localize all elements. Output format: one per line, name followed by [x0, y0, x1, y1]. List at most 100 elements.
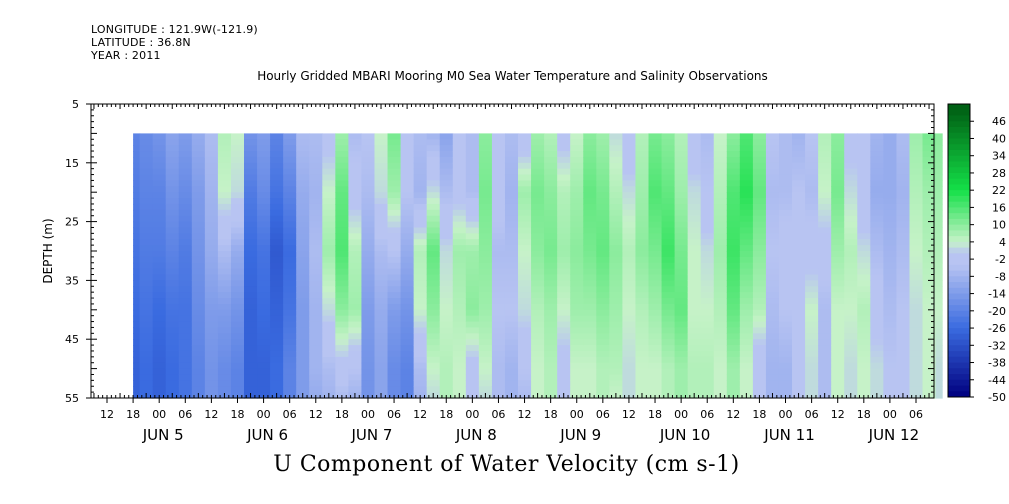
heatmap-cell — [465, 339, 480, 346]
heatmap-cell — [348, 327, 363, 334]
heatmap-cell — [518, 133, 532, 140]
heatmap-cell — [270, 321, 284, 329]
heatmap-cell — [674, 198, 689, 205]
heatmap-cell — [935, 374, 943, 381]
heatmap-cell — [348, 309, 363, 317]
heatmap-cell — [622, 292, 637, 299]
heatmap-cell — [648, 180, 663, 187]
heatmap-cell — [713, 315, 728, 323]
heatmap-cell — [700, 203, 715, 211]
heatmap-cell — [648, 215, 663, 223]
heatmap-cell — [309, 221, 323, 229]
heatmap-cell — [133, 386, 141, 393]
heatmap-cell — [335, 362, 349, 370]
heatmap-cell — [374, 145, 389, 152]
heatmap-cell — [270, 215, 284, 223]
heatmap-cell — [283, 251, 297, 258]
heatmap-cell — [635, 286, 650, 293]
heatmap-cell — [465, 327, 480, 334]
heatmap-cell — [531, 298, 545, 305]
heatmap-cell — [922, 162, 937, 170]
heatmap-cell — [139, 168, 154, 176]
heatmap-cell — [270, 239, 284, 246]
heatmap-cell — [596, 239, 610, 246]
heatmap-cell — [400, 327, 415, 334]
heatmap-column — [152, 133, 167, 399]
heatmap-cell — [283, 327, 297, 334]
heatmap-cell — [544, 350, 558, 358]
heatmap-cell — [935, 192, 943, 199]
heatmap-cell — [296, 198, 310, 205]
heatmap-cell — [844, 209, 858, 217]
colorbar-band — [948, 109, 970, 116]
heatmap-cell — [244, 168, 258, 176]
heatmap-cell — [713, 368, 728, 376]
heatmap-cell — [726, 251, 741, 258]
heatmap-cell — [139, 345, 154, 352]
heatmap-cell — [400, 133, 415, 140]
heatmap-cell — [635, 186, 650, 193]
heatmap-cell — [309, 203, 323, 211]
heatmap-cell — [609, 174, 624, 182]
heatmap-cell — [583, 209, 597, 217]
heatmap-cell — [374, 368, 389, 376]
heatmap-cell — [257, 368, 271, 376]
heatmap-cell — [765, 356, 780, 364]
heatmap-cell — [348, 251, 363, 258]
heatmap-cell — [270, 368, 284, 376]
heatmap-cell — [152, 298, 167, 305]
heatmap-cell — [935, 162, 943, 170]
heatmap-cell — [752, 156, 767, 164]
x-tick-label: 18 — [648, 408, 662, 421]
heatmap-cell — [257, 274, 271, 281]
heatmap-cell — [713, 245, 728, 252]
heatmap-column — [674, 133, 689, 399]
heatmap-cell — [726, 227, 741, 234]
heatmap-cell — [700, 368, 715, 376]
heatmap-cell — [217, 303, 232, 311]
heatmap-cell — [374, 203, 389, 211]
heatmap-cell — [133, 262, 141, 270]
heatmap-cell — [296, 303, 310, 311]
heatmap-cell — [661, 374, 676, 381]
heatmap-cell — [439, 274, 454, 281]
heatmap-cell — [283, 203, 297, 211]
heatmap-cell — [309, 239, 323, 246]
colorbar-band — [948, 356, 970, 363]
heatmap-cell — [178, 321, 193, 329]
heatmap-cell — [270, 192, 284, 199]
heatmap-cell — [531, 145, 545, 152]
heatmap-cell — [139, 262, 154, 270]
heatmap-cell — [465, 233, 480, 240]
heatmap-cell — [596, 203, 610, 211]
heatmap-cell — [270, 380, 284, 387]
heatmap-cell — [687, 350, 702, 358]
heatmap-cell — [165, 245, 180, 252]
heatmap-cell — [635, 374, 650, 381]
heatmap-cell — [687, 139, 702, 146]
heatmap-cell — [133, 168, 141, 176]
heatmap-cell — [544, 333, 558, 340]
heatmap-cell — [244, 368, 258, 376]
heatmap-cell — [544, 203, 558, 211]
y-tick-label: 55 — [65, 392, 79, 405]
heatmap-cell — [687, 233, 702, 240]
heatmap-cell — [922, 186, 937, 193]
heatmap-cell — [935, 151, 943, 158]
heatmap-cell — [133, 392, 141, 399]
heatmap-cell — [413, 151, 428, 158]
heatmap-column — [335, 133, 349, 399]
heatmap-cell — [857, 203, 871, 211]
heatmap-cell — [257, 151, 271, 158]
heatmap-cell — [844, 262, 858, 270]
heatmap-cell — [609, 292, 624, 299]
heatmap-cell — [726, 280, 741, 287]
heatmap-cell — [257, 362, 271, 370]
heatmap-cell — [765, 303, 780, 311]
heatmap-cell — [270, 280, 284, 287]
heatmap-cell — [491, 233, 506, 240]
heatmap-cell — [909, 162, 924, 170]
heatmap-cell — [217, 192, 232, 199]
heatmap-cell — [909, 356, 924, 364]
heatmap-cell — [439, 303, 454, 311]
